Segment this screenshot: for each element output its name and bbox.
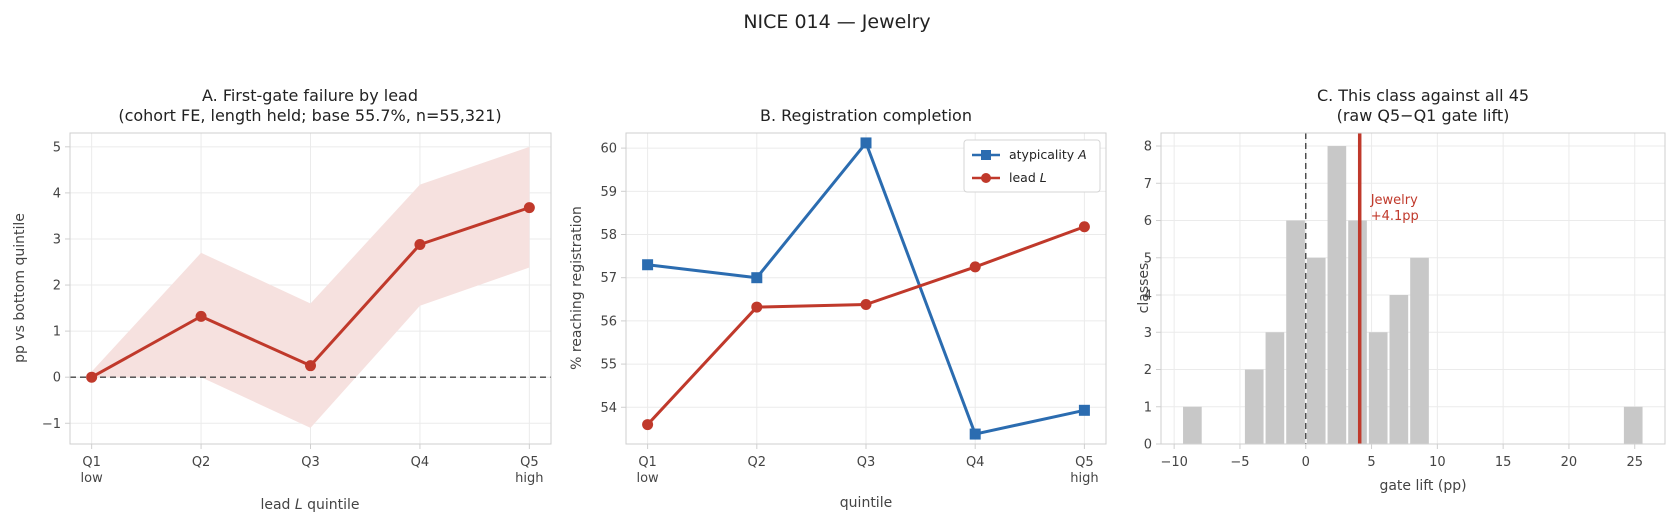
y-tick-label: 54 — [600, 401, 617, 416]
this-class-label: Jewelry — [1370, 193, 1418, 208]
histogram-bar — [1183, 406, 1202, 444]
legend-marker-circle — [981, 173, 991, 183]
y-tick-label: 59 — [600, 185, 617, 200]
y-tick-label: 55 — [600, 358, 617, 373]
y-tick-label: 5 — [53, 140, 61, 155]
atypicality-series-point — [969, 428, 981, 440]
y-tick-label: −1 — [42, 417, 61, 432]
x-tick-label: 15 — [1495, 455, 1512, 470]
x-tick-label: −10 — [1160, 455, 1187, 470]
panel-c-class-comparison: C. This class against all 45 (raw Q5−Q1 … — [1136, 86, 1666, 494]
this-class-value: +4.1pp — [1371, 209, 1419, 224]
lead-series-point — [1078, 221, 1090, 233]
lead-series-point — [86, 371, 98, 383]
atypicality-series-point — [751, 272, 763, 284]
x-tick-label: Q4 — [411, 455, 430, 470]
x-tick-label: 20 — [1561, 455, 1578, 470]
x-tick-label: 0 — [1302, 455, 1310, 470]
x-tick-label: −5 — [1230, 455, 1249, 470]
histogram-bar — [1623, 406, 1643, 444]
y-tick-label: 3 — [1144, 326, 1152, 341]
x-tick-label: Q3 — [857, 455, 876, 470]
histogram-bar — [1368, 332, 1388, 444]
panel-a-x-axis-label: lead L quintile — [260, 497, 359, 513]
panel-a-title-line1: A. First-gate failure by lead — [202, 86, 418, 105]
y-tick-label: 4 — [1144, 289, 1152, 304]
y-tick-label: 0 — [1144, 438, 1152, 453]
panel-c-title-line1: C. This class against all 45 — [1317, 86, 1529, 105]
lead-series-point — [969, 261, 981, 273]
lead-series-point — [523, 202, 535, 214]
x-tick-sublabel: high — [1070, 471, 1098, 486]
panel-a-title-line2: (cohort FE, length held; base 55.7%, n=5… — [118, 106, 501, 125]
y-tick-label: 3 — [53, 232, 61, 247]
histogram-bar — [1410, 257, 1429, 444]
panel-b-y-axis-label: % reaching registration — [569, 206, 585, 370]
x-tick-label: Q3 — [301, 455, 320, 470]
histogram-bar — [1306, 257, 1326, 444]
x-tick-label: Q1 — [638, 455, 657, 470]
figure-title: NICE 014 — Jewelry — [743, 11, 930, 33]
y-tick-label: 7 — [1144, 177, 1152, 192]
y-tick-label: 5 — [1144, 251, 1152, 266]
y-tick-label: 4 — [53, 186, 61, 201]
y-tick-label: 2 — [53, 279, 61, 294]
x-tick-sublabel: high — [515, 471, 543, 486]
x-tick-label: Q5 — [1075, 455, 1094, 470]
x-tick-label: Q2 — [192, 455, 211, 470]
histogram-bar — [1244, 369, 1264, 444]
panel-a-lead-gate-failure: A. First-gate failure by lead (cohort FE… — [12, 86, 552, 513]
panel-c-y-axis-label: classes — [1136, 263, 1152, 314]
panel-c-plot-frame — [1160, 132, 1666, 445]
x-tick-label: Q4 — [966, 455, 985, 470]
legend-marker-square — [981, 150, 991, 160]
panel-c-title-line2: (raw Q5−Q1 gate lift) — [1337, 106, 1510, 125]
legend-entry-lead: lead L — [1009, 170, 1047, 185]
x-tick-label: Q5 — [520, 455, 539, 470]
lead-series-point — [860, 298, 872, 310]
panel-b-x-axis-label: quintile — [840, 495, 892, 511]
atypicality-series-point — [860, 137, 872, 149]
lead-series-point — [414, 238, 426, 250]
y-tick-label: 58 — [600, 228, 617, 243]
confidence-band — [91, 146, 530, 428]
x-tick-sublabel: low — [81, 471, 104, 486]
y-tick-label: 60 — [600, 142, 617, 157]
histogram-bar — [1286, 220, 1305, 444]
histogram-bar — [1327, 146, 1347, 444]
y-tick-label: 6 — [1144, 214, 1152, 229]
legend-entry-atypicality: atypicality A — [1009, 147, 1087, 162]
panel-a-y-axis-label: pp vs bottom quintile — [12, 213, 28, 363]
y-tick-label: 0 — [53, 371, 61, 386]
histogram-bar — [1265, 332, 1285, 444]
y-tick-label: 1 — [53, 325, 61, 340]
x-tick-label: 25 — [1626, 455, 1643, 470]
panel-c-x-axis-label: gate lift (pp) — [1379, 478, 1466, 494]
y-tick-label: 2 — [1144, 363, 1152, 378]
lead-series-point — [195, 310, 207, 322]
y-tick-label: 57 — [600, 271, 617, 286]
x-tick-label: 10 — [1429, 455, 1446, 470]
lead-series-point — [305, 360, 316, 372]
histogram-bar — [1389, 295, 1409, 444]
x-tick-label: Q2 — [748, 455, 767, 470]
y-tick-label: 1 — [1144, 400, 1152, 415]
panel-b-legend: atypicality A lead L — [963, 139, 1101, 193]
atypicality-series-point — [1078, 404, 1090, 416]
panel-b-title: B. Registration completion — [760, 106, 972, 125]
y-tick-label: 8 — [1144, 140, 1152, 155]
histogram-bar — [1348, 220, 1367, 444]
x-tick-label: 5 — [1367, 455, 1375, 470]
lead-series-point — [642, 419, 654, 431]
x-tick-label: Q1 — [82, 455, 101, 470]
lead-series-point — [751, 301, 763, 313]
y-tick-label: 56 — [600, 314, 617, 329]
atypicality-series-point — [642, 259, 654, 271]
x-tick-sublabel: low — [636, 471, 659, 486]
